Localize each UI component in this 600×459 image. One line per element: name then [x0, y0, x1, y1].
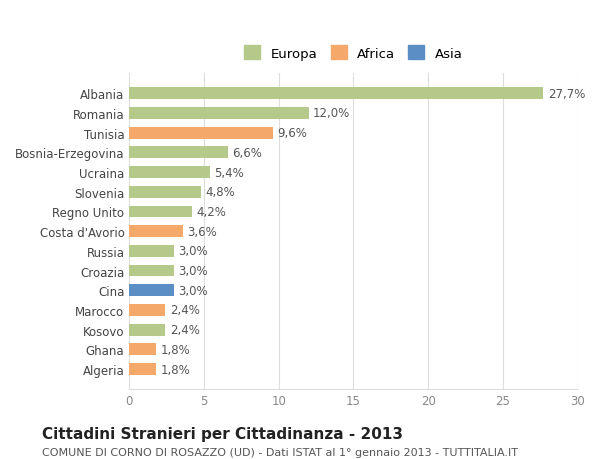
Bar: [130, 246, 174, 257]
Bar: [130, 128, 273, 139]
Text: 3,6%: 3,6%: [188, 225, 217, 238]
Text: 4,2%: 4,2%: [197, 206, 226, 218]
Bar: [130, 226, 183, 237]
Bar: [130, 167, 210, 179]
Text: 2,4%: 2,4%: [170, 304, 200, 317]
Bar: [130, 108, 308, 119]
Bar: [130, 186, 201, 198]
Text: Cittadini Stranieri per Cittadinanza - 2013: Cittadini Stranieri per Cittadinanza - 2…: [42, 425, 403, 441]
Text: 4,8%: 4,8%: [206, 186, 235, 199]
Text: 1,8%: 1,8%: [161, 363, 190, 376]
Text: 1,8%: 1,8%: [161, 343, 190, 356]
Text: 27,7%: 27,7%: [548, 88, 585, 101]
Legend: Europa, Africa, Asia: Europa, Africa, Asia: [241, 42, 467, 65]
Text: 3,0%: 3,0%: [179, 245, 208, 258]
Text: 5,4%: 5,4%: [215, 166, 244, 179]
Text: 3,0%: 3,0%: [179, 264, 208, 277]
Text: 2,4%: 2,4%: [170, 324, 200, 336]
Text: 12,0%: 12,0%: [313, 107, 350, 120]
Bar: [130, 324, 165, 336]
Bar: [130, 147, 228, 159]
Text: 6,6%: 6,6%: [232, 146, 262, 159]
Bar: [130, 265, 174, 277]
Bar: [130, 88, 543, 100]
Text: COMUNE DI CORNO DI ROSAZZO (UD) - Dati ISTAT al 1° gennaio 2013 - TUTTITALIA.IT: COMUNE DI CORNO DI ROSAZZO (UD) - Dati I…: [42, 447, 518, 457]
Bar: [130, 344, 156, 355]
Bar: [130, 285, 174, 297]
Bar: [130, 206, 192, 218]
Text: 9,6%: 9,6%: [277, 127, 307, 140]
Bar: [130, 304, 165, 316]
Text: 3,0%: 3,0%: [179, 284, 208, 297]
Bar: [130, 364, 156, 375]
